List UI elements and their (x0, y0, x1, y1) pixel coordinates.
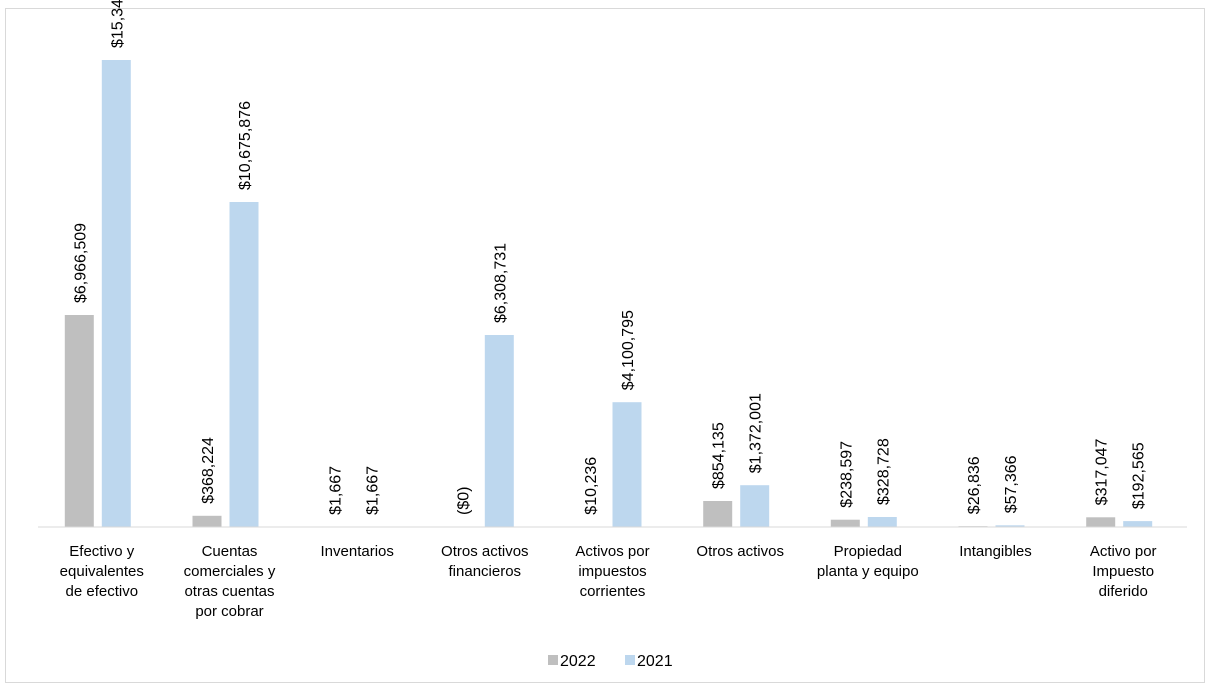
data-label-2022-0: $6,966,509 (72, 223, 89, 303)
category-label-2: Inventarios (321, 543, 394, 560)
bar-2021-0 (101, 60, 131, 527)
data-label-2022-4: $10,236 (583, 457, 600, 515)
data-label-2021-4: $4,100,795 (620, 310, 637, 390)
data-label-2022-6: $238,597 (838, 441, 855, 508)
category-label-1: Cuentas comerciales y otras cuentas por cob… (184, 543, 276, 620)
bar-2022-5 (703, 501, 733, 527)
bar-2021-5 (740, 485, 770, 527)
bar-2021-4 (612, 402, 642, 527)
category-label-5: Otros activos (696, 543, 784, 560)
bar-2022-1 (192, 515, 222, 527)
data-label-2022-1: $368,224 (200, 437, 217, 504)
category-label-7: Intangibles (959, 543, 1032, 560)
bar-2021-8 (1123, 521, 1153, 527)
bar-2021-6 (867, 517, 897, 527)
bar-2022-0 (64, 315, 94, 527)
category-label-3: Otros activos financieros (441, 543, 529, 580)
data-label-2021-0: $15,342,681 (109, 0, 126, 48)
bar-2021-1 (229, 202, 259, 527)
data-label-2021-8: $192,565 (1131, 442, 1148, 509)
legend-label-2022: 2022 (560, 653, 596, 670)
data-label-2021-2: $1,667 (365, 466, 382, 515)
chart-frame (5, 8, 1205, 683)
bar-2021-3 (484, 335, 514, 527)
data-label-2021-1: $10,675,876 (237, 101, 254, 190)
data-label-2022-5: $854,135 (711, 422, 728, 489)
legend-label-2021: 2021 (637, 653, 673, 670)
data-label-2022-2: $1,667 (328, 466, 345, 515)
data-label-2022-3: ($0) (455, 487, 472, 515)
category-label-8: Activo por Impuesto diferido (1090, 543, 1157, 600)
data-label-2021-5: $1,372,001 (748, 393, 765, 473)
category-label-6: Propiedad planta y equipo (817, 543, 919, 580)
legend-swatch-2021 (625, 655, 635, 665)
legend-swatch-2022 (548, 655, 558, 665)
data-label-2021-3: $6,308,731 (492, 243, 509, 323)
data-label-2021-6: $328,728 (875, 438, 892, 505)
bar-2022-6 (830, 519, 860, 527)
bar-2021-7 (995, 525, 1025, 527)
bar-2022-8 (1086, 517, 1116, 527)
data-label-2022-7: $26,836 (966, 456, 983, 514)
data-label-2022-8: $317,047 (1094, 438, 1111, 505)
category-label-4: Activos por impuestos corrientes (575, 543, 649, 600)
category-label-0: Efectivo y equivalentes de efectivo (60, 543, 144, 600)
data-label-2021-7: $57,366 (1003, 455, 1020, 513)
